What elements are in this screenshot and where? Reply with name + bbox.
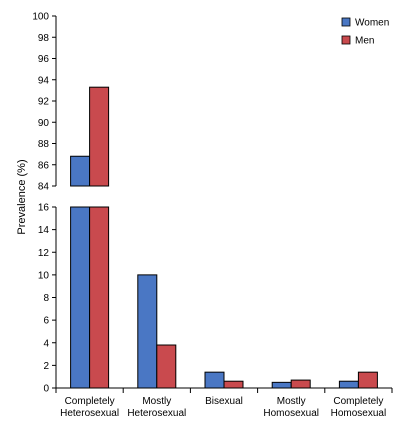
x-category-label: Completely (333, 396, 383, 407)
x-axis-categories: CompletelyHeterosexualMostlyHeterosexual… (55, 388, 393, 419)
bar-men (223, 380, 244, 389)
bar-men-lower (89, 206, 110, 389)
y-tick-label: 94 (38, 75, 50, 86)
legend-label-women: Women (355, 18, 389, 29)
y-tick-label: 6 (43, 316, 49, 327)
y-tick-label: 92 (38, 97, 50, 108)
x-category-label: Heterosexual (60, 408, 119, 419)
y-tick-label: 8 (43, 293, 49, 304)
bar-women (137, 274, 158, 389)
y-tick-label: 86 (38, 160, 50, 171)
bar-women-upper (70, 155, 91, 187)
y-tick-label: 0 (43, 384, 49, 395)
x-category-label: Homosexual (263, 408, 319, 419)
y-tick-label: 84 (38, 182, 50, 193)
y-tick-label: 96 (38, 54, 50, 65)
legend-swatch-women (341, 17, 351, 27)
bar-men (156, 344, 177, 389)
y-tick-label: 88 (38, 139, 50, 150)
bar-men-upper (89, 86, 110, 187)
y-tick-label: 14 (38, 225, 50, 236)
y-tick-label: 16 (38, 203, 50, 214)
bar-men (290, 379, 311, 389)
legend-swatch-men (341, 35, 351, 45)
x-category-label: Mostly (277, 396, 306, 407)
y-tick-label: 4 (43, 338, 49, 349)
y-tick-label: 2 (43, 361, 49, 372)
bar-women (204, 371, 225, 389)
chart-bars (70, 86, 378, 389)
y-tick-label: 90 (38, 118, 50, 129)
x-category-label: Mostly (142, 396, 171, 407)
legend-label-men: Men (355, 36, 374, 47)
bar-men (357, 371, 378, 389)
bar-women (271, 381, 292, 389)
y-axis-label: Prevalence (%) (16, 159, 28, 234)
y-tick-label: 12 (38, 248, 50, 259)
x-category-label: Heterosexual (127, 408, 186, 419)
bar-women (338, 380, 359, 389)
y-tick-label: 98 (38, 33, 50, 44)
bar-women-lower (70, 206, 91, 389)
y-tick-label: 10 (38, 270, 50, 281)
y-tick-label: 100 (32, 12, 49, 23)
x-category-label: Bisexual (205, 396, 243, 407)
legend: Women Men (341, 17, 389, 47)
x-category-label: Homosexual (331, 408, 387, 419)
y-axis-ticks: 0 2 4 6 8 10 12 14 16 84 86 88 90 92 94 96 98 100 (32, 12, 56, 395)
x-category-label: Completely (65, 396, 115, 407)
